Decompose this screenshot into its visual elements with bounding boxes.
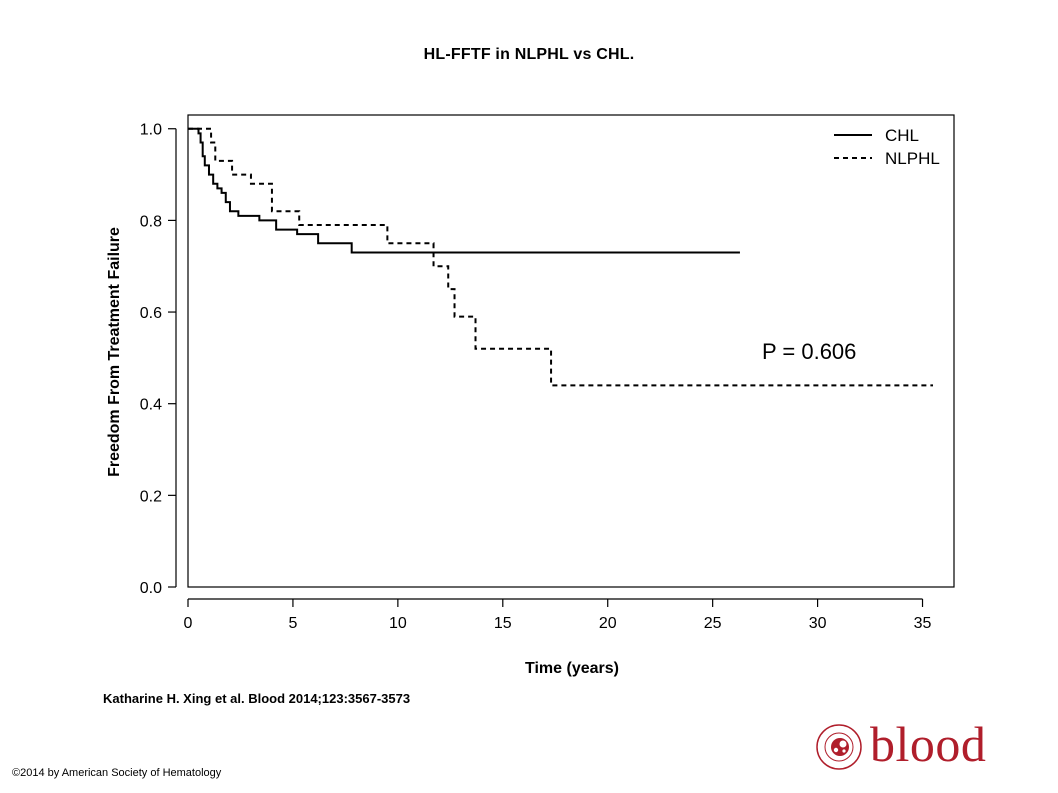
x-tick-label: 5 bbox=[288, 615, 297, 632]
x-axis-label: Time (years) bbox=[525, 660, 619, 677]
blood-journal-logo: blood bbox=[812, 716, 1002, 772]
x-tick-label: 0 bbox=[184, 615, 193, 632]
citation: Katharine H. Xing et al. Blood 2014;123:… bbox=[103, 691, 411, 706]
ash-seal-icon bbox=[816, 724, 862, 770]
y-tick-label: 1.0 bbox=[140, 122, 162, 139]
series-line-chl bbox=[188, 127, 740, 254]
x-axis: 0 5 10 15 20 25 30 35 bbox=[184, 598, 932, 632]
logo-wordmark: blood bbox=[870, 716, 987, 772]
y-tick-label: 0.0 bbox=[140, 580, 162, 597]
x-tick-label: 20 bbox=[599, 615, 617, 632]
y-axis-label: Freedom From Treatment Failure bbox=[106, 227, 123, 477]
y-tick-label: 0.6 bbox=[140, 305, 162, 322]
legend-label-nlphl: NLPHL bbox=[885, 149, 940, 168]
y-tick-label: 0.2 bbox=[140, 488, 162, 505]
x-tick-label: 35 bbox=[914, 615, 932, 632]
x-tick-label: 15 bbox=[494, 615, 512, 632]
legend: CHL NLPHL bbox=[834, 126, 940, 168]
y-axis: 0.0 0.2 0.4 0.6 0.8 1.0 bbox=[140, 122, 177, 597]
x-tick-label: 30 bbox=[809, 615, 827, 632]
x-tick-label: 10 bbox=[389, 615, 407, 632]
page-title: HL-FFTF in NLPHL vs CHL. bbox=[423, 46, 635, 63]
series-layer bbox=[188, 127, 934, 387]
x-tick-label: 25 bbox=[704, 615, 722, 632]
series-line-nlphl bbox=[188, 127, 934, 387]
legend-label-chl: CHL bbox=[885, 126, 919, 145]
plot-frame bbox=[187, 114, 955, 588]
p-value-annotation: P = 0.606 bbox=[762, 339, 856, 364]
copyright-notice: ©2014 by American Society of Hematology bbox=[12, 767, 222, 779]
y-tick-label: 0.4 bbox=[140, 397, 162, 414]
y-tick-label: 0.8 bbox=[140, 213, 162, 230]
